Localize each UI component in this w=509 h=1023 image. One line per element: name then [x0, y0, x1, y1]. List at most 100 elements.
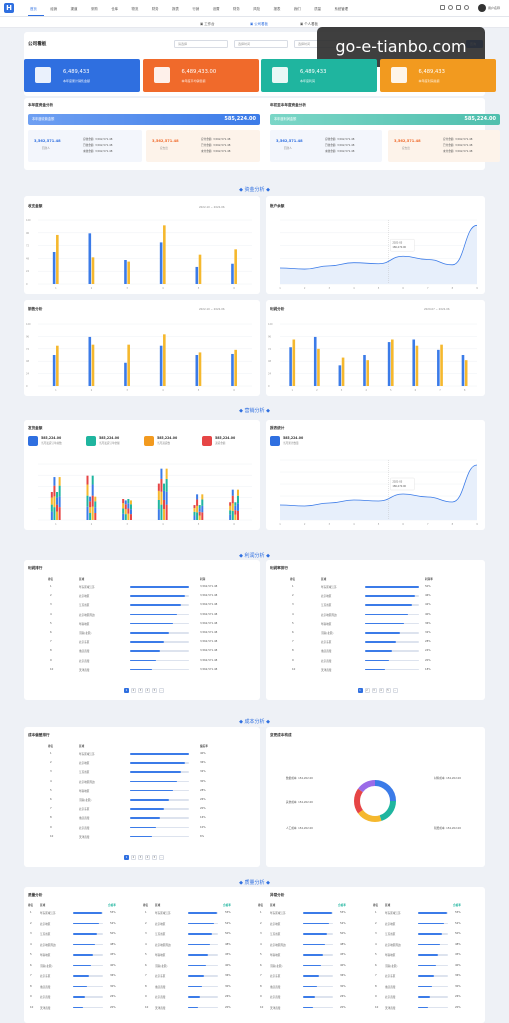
rank: 8	[50, 816, 52, 820]
nav-item-2[interactable]: 渠道	[70, 7, 78, 11]
bar	[440, 344, 443, 386]
nav-item-8[interactable]: 行销	[192, 7, 200, 11]
region: 天津直辖	[79, 668, 90, 672]
app-logo[interactable]: H	[4, 3, 14, 13]
nav-item-1[interactable]: 经销	[50, 7, 58, 11]
page-button[interactable]: 1	[357, 688, 363, 693]
stacked-bar	[94, 496, 97, 502]
nav-item-14[interactable]: 质量	[314, 7, 321, 11]
donut-slice	[358, 809, 382, 822]
region: 北京地区周边	[79, 613, 95, 617]
nav-item-5[interactable]: 物流	[131, 7, 139, 11]
stacked-bar	[50, 497, 53, 505]
avatar[interactable]	[478, 4, 486, 12]
page-button[interactable]: 2	[131, 855, 136, 860]
nav-item-7[interactable]: 报表	[172, 7, 179, 11]
page-button[interactable]: 4	[145, 855, 150, 860]
nav-item-13[interactable]: 我们	[293, 7, 301, 11]
progress-bar	[188, 922, 218, 925]
page-button[interactable]: 1	[124, 688, 129, 693]
x-tick-label: 5	[378, 523, 380, 526]
stacked-bar	[129, 500, 132, 505]
page-button[interactable]: 3	[371, 688, 377, 693]
tab-workbench[interactable]: ▣ 工作台	[200, 22, 215, 26]
page-button[interactable]: 5	[385, 688, 391, 693]
page-button[interactable]: ...	[159, 855, 164, 860]
bar	[292, 339, 296, 386]
progress-bar	[188, 985, 218, 988]
x-tick-label: 7	[427, 287, 429, 290]
tab-personal-board[interactable]: ▣ 个人看板	[300, 22, 318, 26]
page-button[interactable]: 2	[131, 688, 136, 693]
person-icon: ▣	[300, 22, 305, 26]
stacked-bar	[127, 508, 130, 514]
stacked-bar	[89, 501, 92, 508]
value: 20%	[425, 658, 431, 662]
y-tick-label: 120	[26, 323, 31, 326]
page-button[interactable]: 3	[138, 688, 143, 693]
page-button[interactable]: 1	[124, 855, 129, 860]
x-tick-label: 6	[233, 389, 235, 392]
progress-bar	[364, 632, 420, 634]
edit-icon[interactable]	[440, 5, 445, 10]
filter-select[interactable]: 请选择	[174, 40, 228, 48]
page-button[interactable]: 5	[152, 855, 157, 860]
region: 华东区域江苏	[79, 753, 95, 756]
value: 26%	[200, 798, 206, 801]
value: 20%	[200, 807, 206, 811]
y-tick-label: 48	[26, 257, 30, 260]
page-button[interactable]: 5	[152, 688, 157, 693]
start-date-input[interactable]: 选择时间	[234, 40, 288, 48]
progress-bar	[130, 817, 190, 819]
nav-item-10[interactable]: 财务	[233, 7, 240, 11]
rank: 9	[50, 658, 52, 662]
nav-item-3[interactable]: 采购	[90, 7, 98, 11]
nav-item-0[interactable]: 首页	[30, 7, 37, 11]
nav-item-15[interactable]: 系统管理	[334, 7, 349, 11]
progress-bar	[364, 613, 420, 616]
rank: 10	[292, 667, 296, 671]
active-nav-indicator	[28, 15, 44, 16]
stat-icon	[86, 436, 96, 446]
bar	[461, 355, 465, 386]
region: 北京东区	[321, 641, 332, 645]
help-icon[interactable]	[464, 5, 469, 10]
bell-icon[interactable]	[448, 5, 453, 10]
region: 北京地区周边	[79, 780, 95, 784]
nav-item-9[interactable]: 设置	[212, 7, 220, 11]
tooltip-date: 2021-03	[392, 481, 402, 484]
page-button[interactable]: 4	[378, 688, 384, 693]
page-button[interactable]: 3	[138, 855, 143, 860]
user-name[interactable]: 用户名称	[488, 6, 501, 10]
page-button[interactable]: 4	[145, 688, 150, 693]
board-icon: ▣	[250, 22, 255, 26]
nav-item-4[interactable]: 仓库	[111, 7, 118, 11]
kpi-card: 6,489,433 本年度累计销售金额	[24, 59, 140, 92]
stacked-bar	[236, 503, 239, 511]
rank: 4	[292, 612, 294, 616]
page-button[interactable]: ...	[392, 688, 398, 693]
bar	[159, 345, 163, 386]
stacked-bar	[86, 506, 89, 520]
page-button[interactable]: 2	[364, 688, 370, 693]
bar	[127, 344, 130, 386]
nav-item-11[interactable]: 风险	[253, 7, 261, 11]
progress-bar	[130, 835, 190, 838]
rank: 8	[50, 649, 52, 653]
grid-icon[interactable]	[456, 5, 461, 10]
tab-company-board[interactable]: ▣ 公司看板	[250, 22, 268, 26]
x-tick-label: 4	[162, 523, 164, 526]
value: 32%	[425, 631, 431, 634]
page-button[interactable]: ...	[159, 688, 164, 693]
region: 北京地区	[79, 762, 90, 766]
rank: 3	[50, 770, 52, 774]
value: 16%	[200, 816, 206, 820]
bar	[52, 252, 56, 284]
stacked-bar	[198, 505, 201, 509]
nav-item-12[interactable]: 报表	[273, 7, 281, 11]
stacked-bar	[198, 508, 201, 512]
stat-box: 3,562,571.48 回款人 应收金额: 3,562,571.48 已收金额: 3…	[270, 130, 382, 162]
nav-item-6[interactable]: 财务	[151, 7, 159, 11]
stacked-bar	[234, 514, 237, 520]
profit-rank-panel: 利润排行 排名 区域 利润 1 华东区域江苏 3,562,571.48 2 北京地区 3,562,…	[24, 560, 260, 700]
